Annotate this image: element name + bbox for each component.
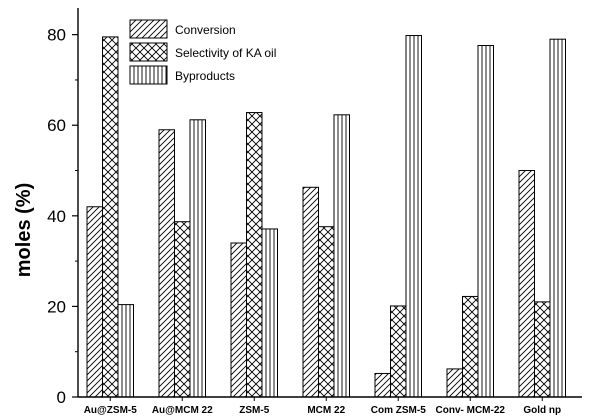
bar-conversion-4: [374, 372, 391, 398]
legend-swatch: [129, 65, 168, 85]
bar-selectivity-of-ka-oil-4: [390, 305, 407, 398]
bar-selectivity-of-ka-oil-5: [462, 295, 479, 398]
legend: Conversion Selectivity of KA oil Byproduct…: [129, 19, 276, 85]
x-category-label: ZSM-5: [239, 405, 269, 416]
bar-selectivity-of-ka-oil-3: [318, 226, 335, 398]
legend-swatch: [129, 19, 168, 39]
x-category-label: MCM 22: [307, 405, 345, 416]
bar-selectivity-of-ka-oil-0: [102, 36, 119, 398]
bar-byproducts-4: [405, 35, 422, 398]
x-category-label: Au@ZSM-5: [84, 405, 138, 416]
y-tick-label: 20: [47, 297, 66, 316]
bar-conversion-0: [86, 206, 103, 398]
bar-selectivity-of-ka-oil-6: [534, 301, 551, 398]
axes: 0 20 40 60 80 Au@ZSM-5 Au@MCM 22 ZSM-5 MCM 22 Com…: [47, 8, 582, 416]
x-category-label: Gold np: [523, 405, 561, 416]
x-category-label: Conv- MCM-22: [436, 405, 506, 416]
legend-label: Selectivity of KA oil: [175, 46, 276, 60]
bar-conversion-3: [302, 186, 319, 398]
bar-byproducts-2: [261, 228, 278, 398]
bar-byproducts-6: [549, 38, 566, 398]
bar-selectivity-of-ka-oil-2: [246, 112, 263, 398]
bar-conversion-1: [158, 129, 175, 398]
bar-byproducts-3: [333, 114, 350, 398]
legend-swatch: [129, 42, 168, 62]
bar-byproducts-0: [117, 304, 134, 398]
y-tick-label: 0: [57, 388, 66, 407]
legend-label: Conversion: [175, 23, 236, 37]
x-category-label: Au@MCM 22: [152, 405, 213, 416]
y-axis-title: moles (%): [13, 183, 35, 277]
bar-selectivity-of-ka-oil-1: [174, 221, 191, 398]
legend-label: Byproducts: [175, 69, 235, 83]
y-tick-label: 80: [47, 26, 66, 45]
bar-byproducts-5: [477, 45, 494, 398]
bar-conversion-6: [518, 170, 535, 398]
bar-conversion-2: [230, 242, 247, 398]
x-category-label: Com ZSM-5: [371, 405, 426, 416]
y-tick-label: 60: [47, 116, 66, 135]
bar-byproducts-1: [189, 119, 206, 398]
plot-area: [86, 35, 566, 398]
bar-conversion-5: [446, 368, 463, 398]
y-tick-label: 40: [47, 207, 66, 226]
